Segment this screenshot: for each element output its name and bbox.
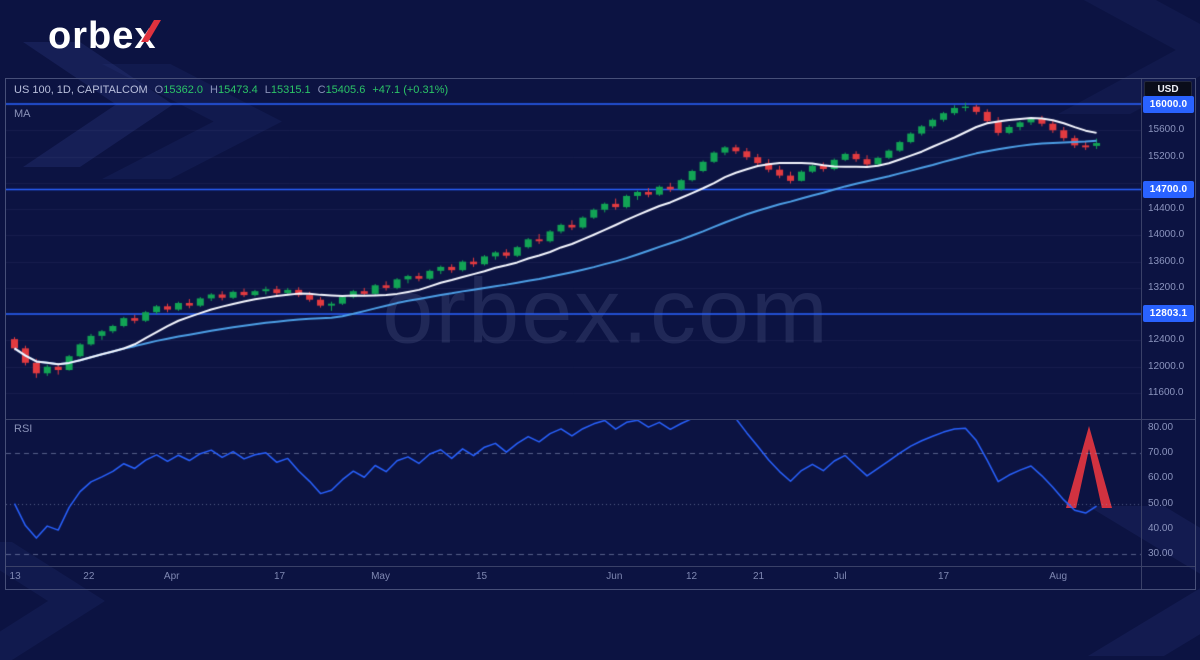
rsi-axis-label: 30.00 <box>1148 548 1174 559</box>
price-axis-divider <box>1141 79 1142 589</box>
time-axis-label: 15 <box>476 571 488 582</box>
ma-indicator-label: MA <box>14 108 31 120</box>
currency-usd-button[interactable]: USD <box>1144 81 1192 97</box>
price-axis[interactable]: USD 15600.0 15200.0 14400.0 14000.0 13600.0 1… <box>1142 79 1195 566</box>
price-level-badge: 16000.0 <box>1143 95 1194 113</box>
price-axis-label: 15600.0 <box>1148 124 1185 136</box>
time-axis-label: 21 <box>752 571 765 582</box>
close-value: 15405.6 <box>325 84 366 96</box>
low-label: L <box>264 84 271 96</box>
rsi-axis-label: 60.00 <box>1148 472 1174 484</box>
price-level-badge: 14700.0 <box>1143 180 1194 198</box>
high-label: H <box>210 84 218 96</box>
time-axis-label: Jun <box>606 571 623 582</box>
rsi-axis-label: 50.00 <box>1148 497 1174 509</box>
pane-divider <box>6 419 1195 420</box>
time-axis-label: 22 <box>83 571 95 582</box>
time-axis-label: Aug <box>1049 571 1068 582</box>
symbol-title[interactable]: US 100, 1D, CAPITALCOM <box>14 84 148 96</box>
high-value: 15473.4 <box>217 84 258 96</box>
price-axis-label: 14400.0 <box>1148 203 1185 215</box>
open-value: 15362.0 <box>163 84 203 96</box>
symbol-header: US 100, 1D, CAPITALCOM O15362.0 H15473.4 L1… <box>14 84 448 96</box>
chart-canvas[interactable] <box>6 79 1141 566</box>
time-axis-divider <box>6 566 1195 567</box>
price-axis-label: 13200.0 <box>1148 281 1185 293</box>
price-level-badge: 12803.1 <box>1143 305 1194 323</box>
price-axis-label: 12000.0 <box>1148 360 1185 372</box>
price-axis-label: 12400.0 <box>1148 334 1185 346</box>
orbex-logo: orbex <box>48 14 162 58</box>
time-axis-label: 17 <box>273 571 286 582</box>
low-value: 15315.1 <box>270 84 311 96</box>
orbex-logo-text: orbex <box>48 15 157 57</box>
time-axis[interactable]: 13 22 Apr 17 May 15 Jun 12 21 Jul 17 Aug <box>6 567 1141 589</box>
rsi-indicator-label: RSI <box>14 423 33 435</box>
time-axis-label: Jul <box>833 571 847 582</box>
time-axis-label: May <box>371 571 390 582</box>
price-axis-label: 13600.0 <box>1148 255 1185 267</box>
time-axis-label: 13 <box>9 571 21 582</box>
price-axis-label: 14000.0 <box>1148 229 1185 241</box>
open-label: O <box>154 84 164 96</box>
price-axis-label: 11600.0 <box>1148 387 1184 398</box>
chart-panel: orbex.com US 100, 1D, CAPITALCOMO15362.0… <box>5 78 1196 590</box>
rsi-axis-label: 40.00 <box>1148 522 1174 534</box>
close-label: C <box>317 84 326 96</box>
price-axis-label: 15200.0 <box>1148 150 1185 162</box>
logo-red-accent-icon <box>141 20 162 42</box>
rsi-axis-label: 70.00 <box>1148 447 1174 459</box>
change-value: +47.1 (+0.31%) <box>372 84 449 96</box>
rsi-axis-label: 80.00 <box>1148 422 1174 433</box>
time-axis-label: Apr <box>163 571 180 582</box>
time-axis-label: 12 <box>685 571 698 582</box>
time-axis-label: 17 <box>937 571 950 582</box>
